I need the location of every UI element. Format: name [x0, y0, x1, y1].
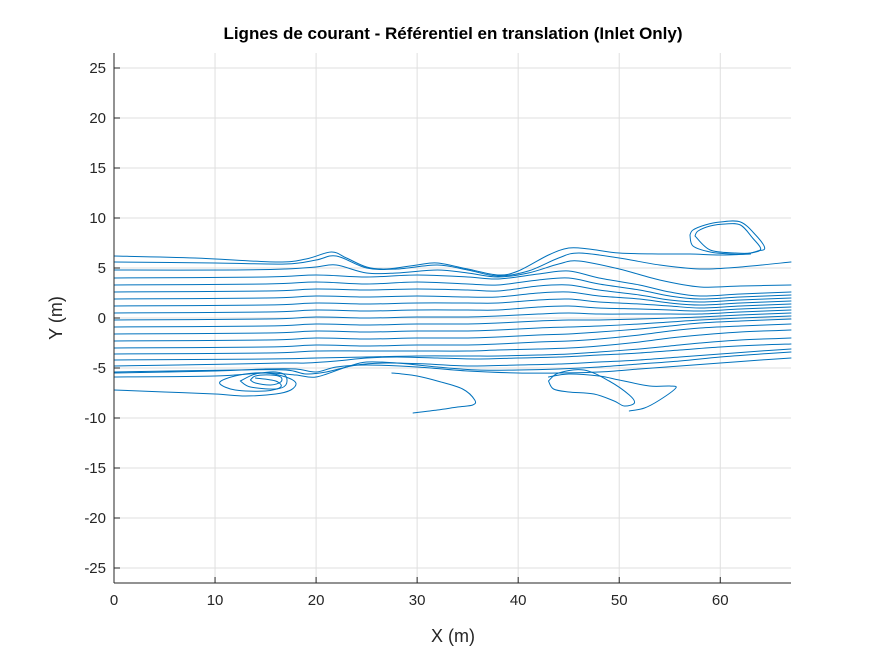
x-tick-label: 0 [110, 592, 118, 609]
grid [113, 53, 791, 583]
streamline-28 [694, 223, 762, 254]
streamline-24 [391, 372, 477, 414]
y-tick-label: -10 [84, 410, 106, 427]
streamline-9 [113, 305, 792, 314]
axes-frame [113, 53, 791, 584]
streamline-14 [113, 323, 792, 349]
streamline-2 [113, 252, 792, 277]
y-axis-label: Y (m) [46, 296, 66, 340]
x-tick-label: 40 [510, 592, 527, 609]
x-tick-label: 60 [712, 592, 729, 609]
y-tick-label: -20 [84, 510, 106, 527]
y-tick-label: 15 [89, 160, 106, 177]
y-tick-label: 10 [89, 210, 106, 227]
y-tick-label: 0 [98, 310, 106, 327]
streamline-5 [113, 277, 792, 300]
chart-title: Lignes de courant - Référentiel en trans… [223, 24, 682, 43]
streamline-16 [113, 337, 792, 361]
x-tick-label: 20 [308, 592, 325, 609]
streamline-11 [113, 312, 792, 328]
y-tick-label: 5 [98, 260, 106, 277]
streamline-6 [113, 284, 792, 303]
streamline-8 [113, 298, 792, 309]
streamline-22 [249, 374, 283, 386]
y-tick-label: -5 [93, 360, 106, 377]
y-tick-label: -15 [84, 460, 106, 477]
streamline-12 [113, 315, 792, 335]
streamline-20 [113, 357, 792, 374]
streamline-21 [113, 372, 297, 397]
streamline-27 [689, 220, 766, 255]
y-tick-label: -25 [84, 560, 106, 577]
streamlines [113, 220, 792, 414]
streamline-26 [547, 373, 677, 412]
y-tick-label: 25 [89, 60, 106, 77]
streamline-19 [113, 351, 792, 378]
x-tick-label: 50 [611, 592, 628, 609]
streamline-1 [113, 247, 752, 276]
tick-labels: 0 10 20 30 40 50 60 -25 -20 -15 -10 -5 0 5 10 15 20 25 [84, 60, 728, 609]
streamline-3 [113, 260, 792, 288]
streamline-4 [113, 270, 792, 297]
streamline-7 [113, 291, 792, 306]
streamline-10 [113, 309, 792, 321]
streamline-13 [113, 318, 792, 342]
x-tick-label: 30 [409, 592, 426, 609]
streamline-18 [113, 348, 792, 375]
streamline-17 [113, 343, 792, 367]
x-axis-label: X (m) [431, 626, 475, 646]
streamline-23 [239, 371, 288, 390]
streamline-15 [113, 329, 792, 355]
streamline-25 [547, 369, 636, 407]
x-tick-label: 10 [207, 592, 224, 609]
y-tick-label: 20 [89, 110, 106, 127]
